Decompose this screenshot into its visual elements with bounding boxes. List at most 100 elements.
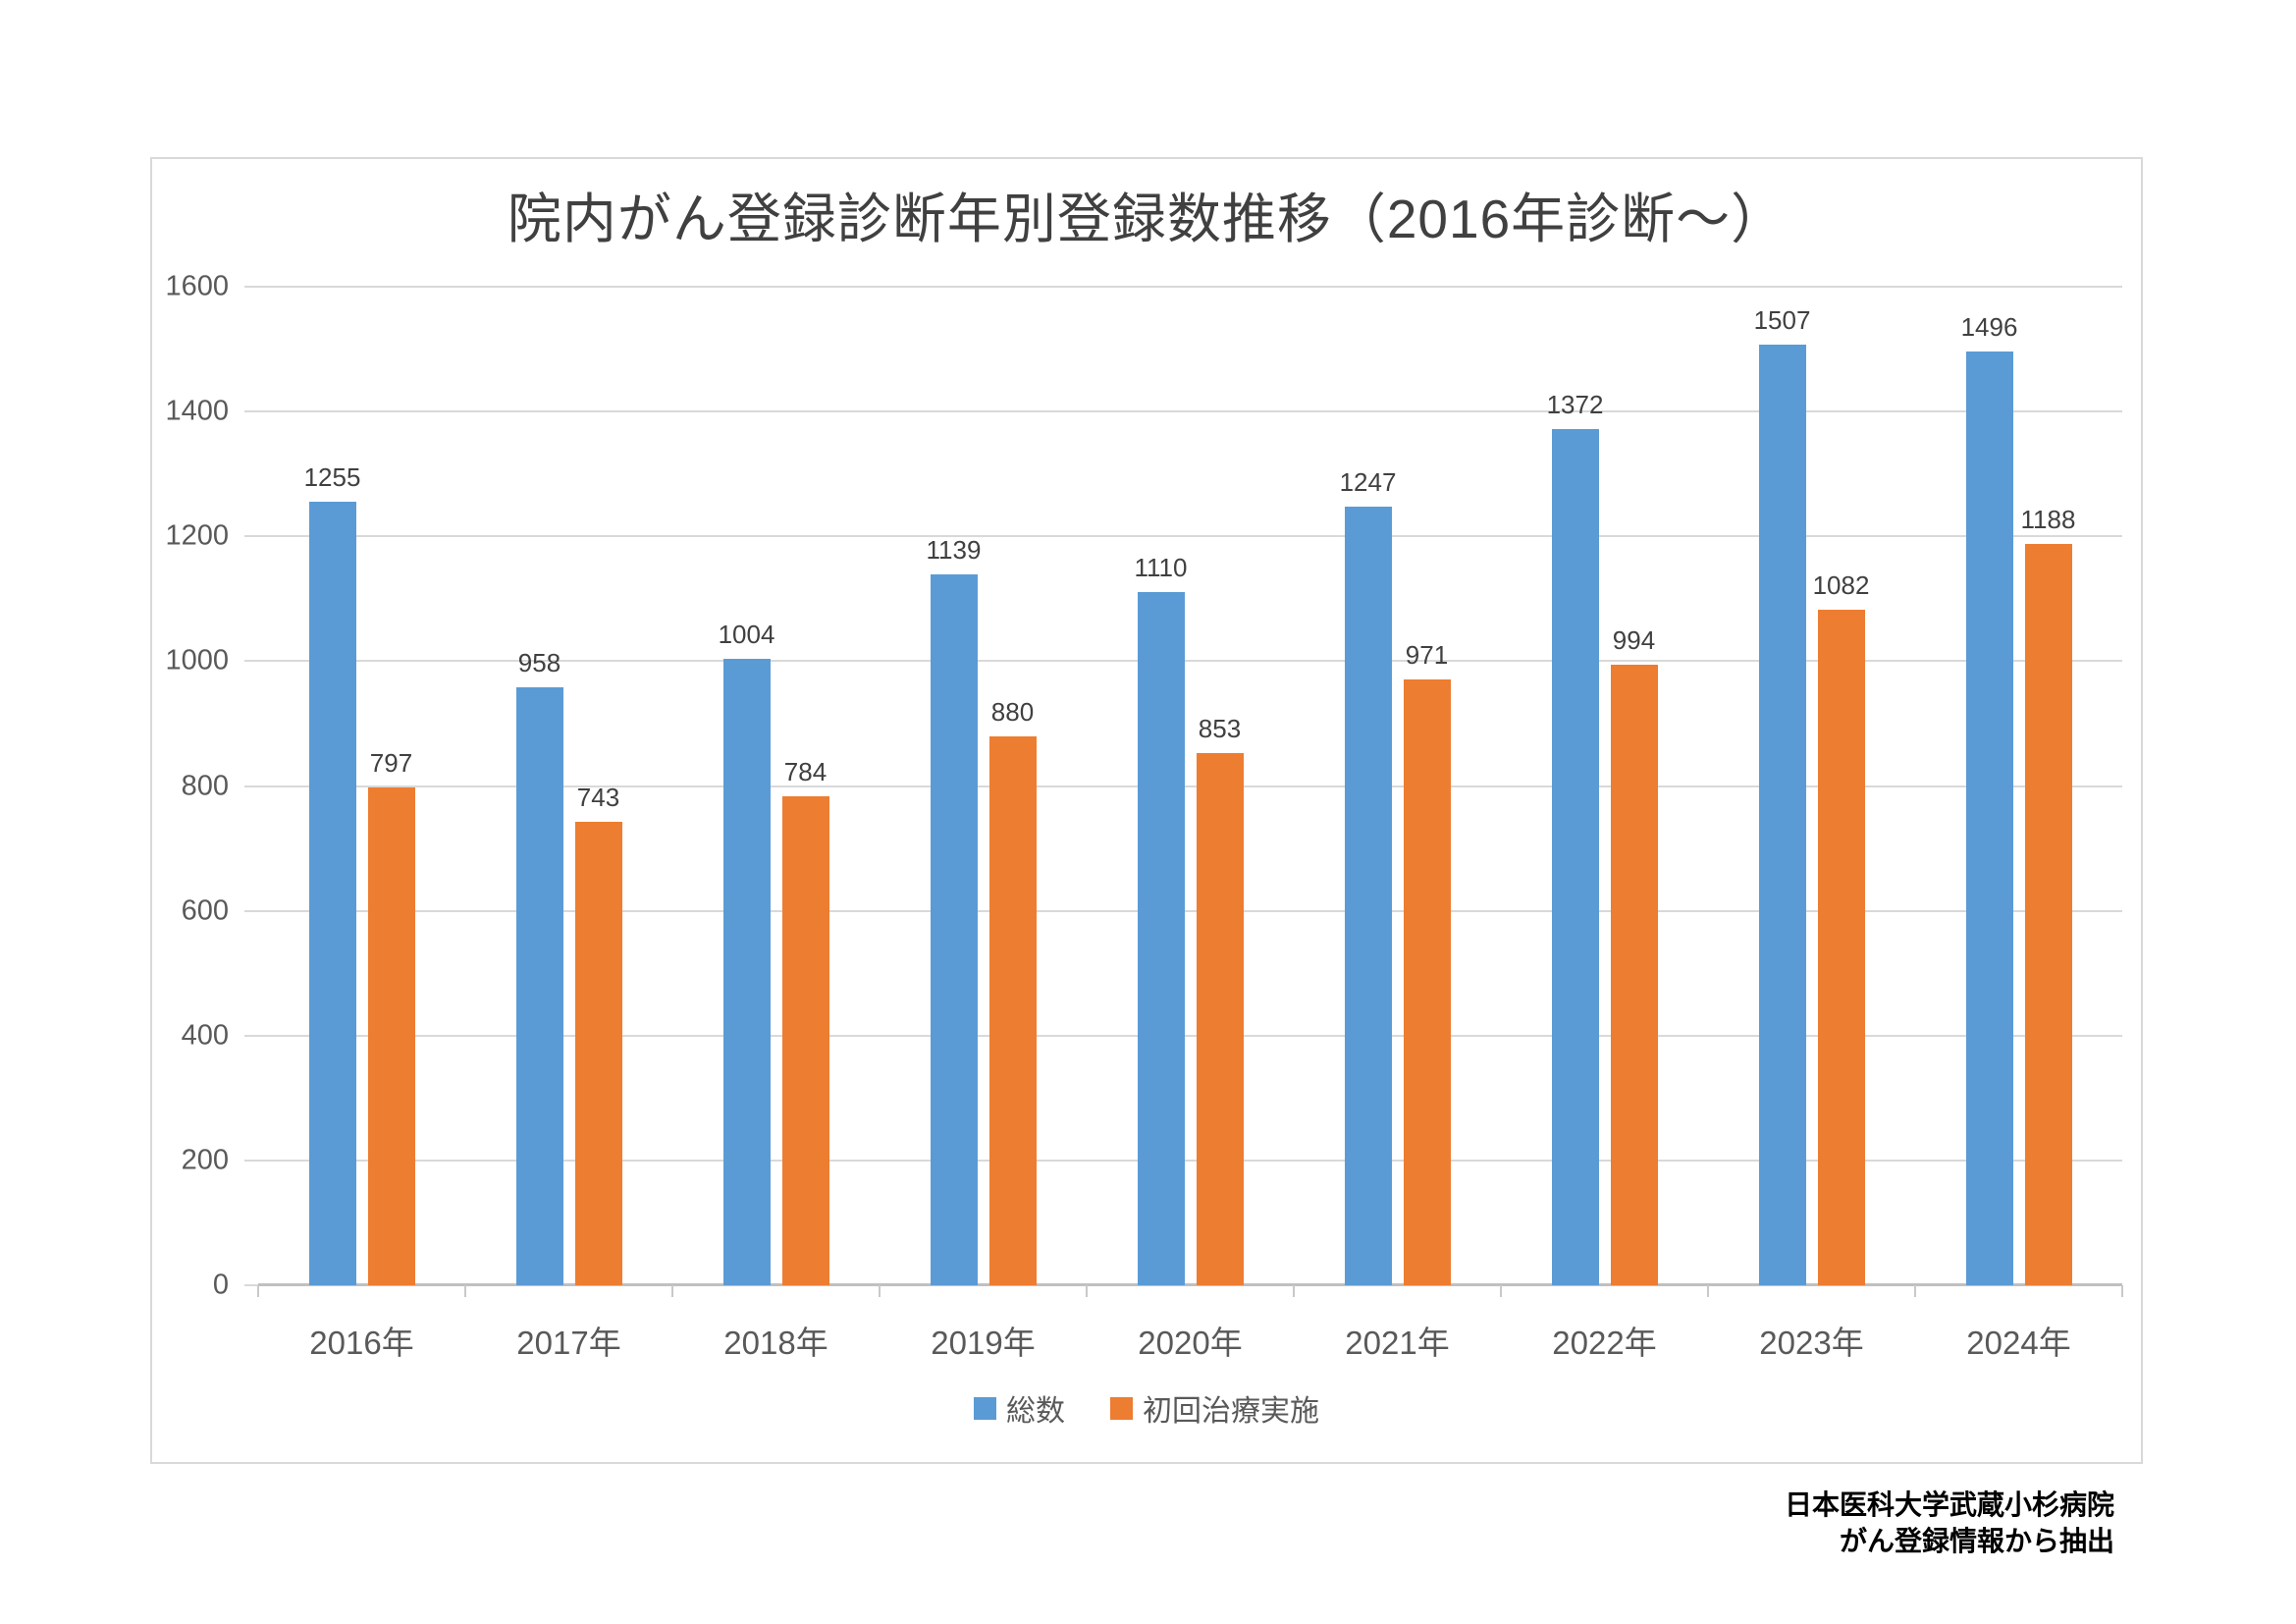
x-axis-tick [257,1285,259,1297]
bar-総数-2024年 [1965,352,2013,1285]
bar-総数-2020年 [1137,592,1185,1285]
y-axis-tick [244,1284,258,1286]
data-label-初回治療実施-2021年: 971 [1405,639,1449,670]
category-slot-2017年: 958 743 2017年 [464,287,672,1361]
data-label-総数-2023年: 1507 [1753,305,1811,336]
bar-初回治療実施-2016年 [367,787,415,1285]
category-slot-2023年: 1507 1082 2023年 [1707,287,1915,1361]
bar-初回治療実施-2019年 [988,735,1037,1285]
bar-総数-2018年 [722,658,771,1285]
gridline-800 [258,785,2122,787]
legend-label: 総数 [1006,1395,1065,1428]
x-axis-tick [671,1285,673,1297]
source-note-line2: がん登録情報から抽出 [1839,1526,2114,1556]
bar-総数-2016年 [308,502,356,1285]
legend: 総数 初回治療実施 [152,1386,2141,1430]
gridline-400 [258,1034,2122,1037]
data-label-総数-2022年: 1372 [1546,389,1604,419]
legend-item-初回治療実施: 初回治療実施 [1110,1386,1319,1430]
bar-総数-2019年 [930,574,978,1285]
bar-総数-2017年 [515,687,563,1285]
category-slot-2024年: 1496 1188 2024年 [1914,287,2123,1361]
gridline-1400 [258,410,2122,413]
y-axis-tick [244,1159,258,1162]
gridline-600 [258,909,2122,912]
data-label-初回治療実施-2017年: 743 [576,782,620,812]
bar-総数-2021年 [1344,507,1392,1285]
x-axis-label-2020年: 2020年 [1138,1325,1243,1361]
data-label-初回治療実施-2023年: 1082 [1812,570,1870,601]
bar-初回治療実施-2022年 [1610,665,1658,1285]
chart-title: 院内がん登録診断年別登録数推移（2016年診断～） [507,189,1787,249]
y-axis-label-600: 600 [181,894,229,927]
bar-初回治療実施-2023年 [1817,610,1865,1285]
legend-swatch-icon [1110,1396,1133,1420]
data-label-初回治療実施-2019年: 880 [990,696,1035,727]
bar-初回治療実施-2024年 [2024,543,2072,1285]
bar-総数-2023年 [1758,345,1806,1285]
x-axis-label-2018年: 2018年 [723,1325,828,1361]
y-axis-label-1000: 1000 [165,644,229,677]
category-slot-2019年: 1139 880 2019年 [879,287,1087,1361]
y-axis-tick [244,785,258,787]
y-axis-label-1400: 1400 [165,395,229,427]
y-axis-tick [244,286,258,288]
y-axis-label-200: 200 [181,1144,229,1176]
x-axis-tick [879,1285,881,1297]
data-label-総数-2018年: 1004 [718,619,775,649]
bar-初回治療実施-2018年 [781,795,829,1285]
x-axis-tick [1707,1285,1709,1297]
y-axis-tick [244,535,258,538]
x-axis-tick [2121,1285,2123,1297]
x-axis-tick [1914,1285,1916,1297]
x-axis-label-2017年: 2017年 [516,1325,621,1361]
category-slot-2018年: 1004 784 2018年 [671,287,880,1361]
x-axis-label-2016年: 2016年 [309,1325,414,1361]
y-axis-tick [244,1034,258,1037]
gridline-200 [258,1159,2122,1162]
x-axis-tick [1086,1285,1088,1297]
y-axis-tick [244,660,258,663]
legend-swatch-icon [974,1396,996,1420]
chart-frame: 院内がん登録診断年別登録数推移（2016年診断～） 0 200 400 600 800 1… [150,157,2143,1464]
y-axis-tick [244,410,258,413]
x-axis-label-2019年: 2019年 [931,1325,1036,1361]
x-axis-tick [464,1285,466,1297]
legend-item-総数: 総数 [974,1386,1065,1430]
bar-初回治療実施-2020年 [1196,752,1244,1285]
bar-総数-2022年 [1551,428,1599,1285]
x-axis-label-2024年: 2024年 [1966,1325,2071,1361]
bar-初回治療実施-2021年 [1403,678,1451,1285]
data-label-総数-2021年: 1247 [1339,467,1397,498]
data-label-初回治療実施-2018年: 784 [783,756,828,786]
y-axis-tick [244,909,258,912]
category-slots: 1255 797 2016年 958 743 2017年 1004 784 2018年 1139 8… [257,287,2123,1361]
x-axis-label-2023年: 2023年 [1759,1325,1864,1361]
data-label-総数-2024年: 1496 [1960,312,2018,343]
category-slot-2022年: 1372 994 2022年 [1500,287,1708,1361]
data-label-総数-2017年: 958 [517,648,561,678]
gridline-1200 [258,535,2122,538]
category-slot-2020年: 1110 853 2020年 [1086,287,1294,1361]
data-label-初回治療実施-2022年: 994 [1612,625,1656,656]
source-note: 日本医科大学武蔵小杉病院 がん登録情報から抽出 [1785,1487,2114,1559]
data-label-総数-2020年: 1110 [1134,553,1188,583]
x-axis-label-2021年: 2021年 [1345,1325,1450,1361]
y-axis-label-0: 0 [212,1269,229,1301]
gridline-1000 [258,660,2122,663]
y-axis-label-1200: 1200 [165,519,229,552]
data-label-初回治療実施-2020年: 853 [1198,713,1242,743]
legend-label: 初回治療実施 [1143,1395,1319,1428]
y-axis-label-400: 400 [181,1019,229,1052]
data-label-総数-2016年: 1255 [303,462,361,493]
y-axis-label-1600: 1600 [165,270,229,302]
category-slot-2016年: 1255 797 2016年 [257,287,465,1361]
data-label-初回治療実施-2016年: 797 [369,748,413,779]
data-label-初回治療実施-2024年: 1188 [2020,504,2076,534]
x-axis-label-2022年: 2022年 [1552,1325,1657,1361]
x-axis-tick [1293,1285,1295,1297]
data-label-総数-2019年: 1139 [926,535,982,566]
x-axis-tick [1500,1285,1502,1297]
bar-初回治療実施-2017年 [574,821,622,1285]
